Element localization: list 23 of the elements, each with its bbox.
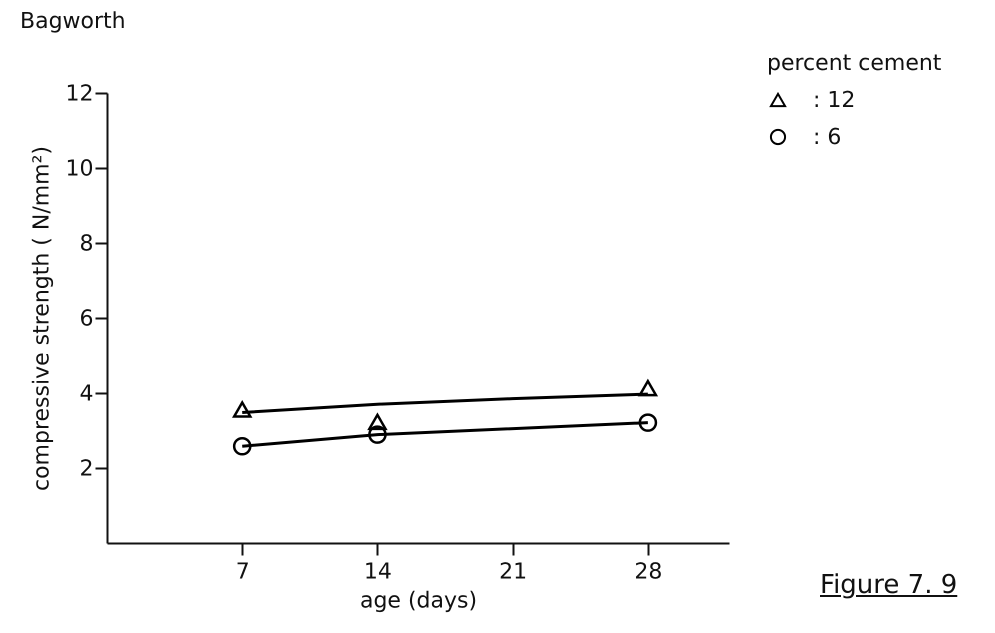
point bbox=[638, 380, 658, 396]
y-tick-label: 4 bbox=[80, 382, 94, 406]
y-tick-label: 2 bbox=[80, 456, 94, 482]
y-tick-label: 6 bbox=[80, 306, 94, 332]
y-tick-label: 10 bbox=[66, 156, 94, 182]
x-tick-label: 21 bbox=[499, 560, 528, 584]
caption: Figure 7. 9 bbox=[820, 570, 958, 600]
legend-label: : 12 bbox=[813, 88, 856, 113]
y-tick-label: 12 bbox=[66, 82, 94, 106]
point bbox=[232, 401, 252, 418]
point bbox=[638, 413, 658, 432]
legend-title: percent cement bbox=[767, 51, 942, 76]
chart-title: Bagworth bbox=[20, 9, 126, 34]
y-tick-label: 8 bbox=[80, 232, 94, 256]
y-axis-title: compressive strength ( N/mm²) bbox=[30, 146, 55, 491]
point bbox=[368, 414, 387, 430]
x-tick-label: 14 bbox=[364, 560, 392, 584]
x-tick-label: 7 bbox=[236, 560, 250, 584]
legend-label: : 6 bbox=[813, 125, 842, 150]
x-axis-title: age (days) bbox=[360, 588, 478, 614]
point bbox=[368, 425, 387, 444]
x-tick-label: 28 bbox=[634, 560, 662, 584]
point bbox=[232, 436, 252, 456]
